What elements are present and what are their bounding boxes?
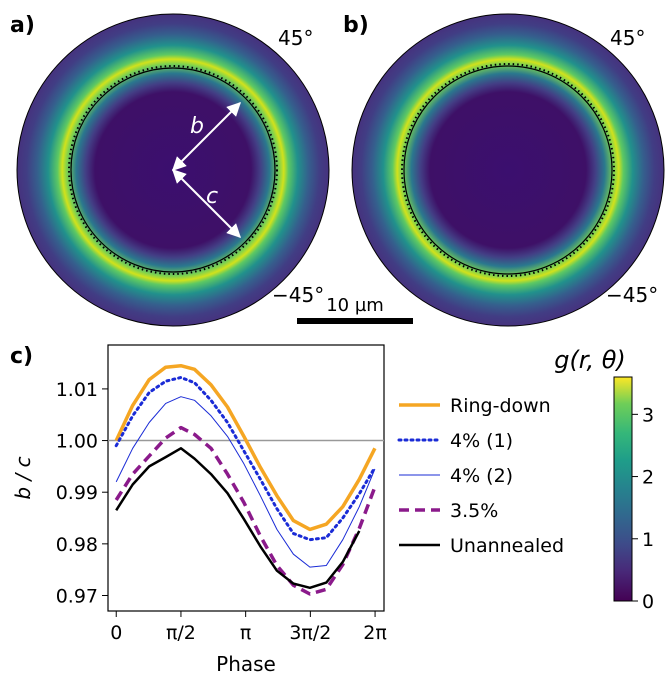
y-axis-label: b / c	[11, 456, 35, 499]
colorbar-tick-label: 1	[642, 529, 654, 551]
panel-a: a) b c 45° −45°	[10, 13, 330, 327]
x-tick-label: 3π/2	[289, 622, 331, 644]
y-tick-label: 0.99	[56, 482, 98, 504]
angle-label-bottom-a: −45°	[272, 283, 324, 307]
reference-circle-a	[70, 67, 276, 273]
plot-frame	[107, 344, 385, 612]
y-tick-label: 0.97	[56, 586, 98, 608]
series-line	[114, 376, 377, 542]
y-tick-label: 1.00	[56, 431, 98, 453]
y-tick-label: 1.01	[56, 379, 98, 401]
panel-b-label: b)	[343, 13, 369, 38]
colorbar-label: g(r, θ)	[554, 346, 626, 374]
legend: Ring-down 4% (1) 4% (2) 3.5% Unannealed	[397, 395, 564, 557]
fit-ellipse-b	[401, 63, 615, 277]
series-line	[115, 447, 361, 590]
colorbar-tick-label: 3	[642, 404, 654, 426]
polar-heatmap-b	[351, 13, 665, 327]
angle-label-top-a: 45°	[278, 26, 313, 50]
y-axis-ticks: 0.97 0.98 0.99 1.00 1.01	[56, 379, 108, 608]
x-axis-ticks: 0 π/2 π 3π/2 2π	[110, 611, 387, 644]
colorbar-tick-label: 0	[642, 591, 654, 613]
series-layer	[114, 363, 377, 596]
scale-bar-label: 10 µm	[326, 295, 384, 316]
angle-label-bottom-b: −45°	[606, 283, 658, 307]
colorbar: g(r, θ) 0 1 2 3	[554, 346, 654, 613]
scale-bar: 10 µm	[297, 295, 413, 324]
arrow-b-label: b	[190, 114, 204, 139]
x-tick-label: π/2	[166, 622, 196, 644]
reference-circle-b	[403, 65, 613, 275]
arrow-c	[172, 169, 241, 238]
colorbar-tick-label: 2	[642, 467, 654, 489]
panel-c-label: c)	[10, 344, 33, 369]
x-tick-label: 2π	[363, 622, 387, 644]
legend-label: 4% (1)	[450, 430, 513, 452]
panel-b: b) 45° −45°	[343, 13, 665, 327]
legend-label: Ring-down	[450, 395, 551, 417]
series-line	[114, 425, 377, 596]
angle-label-top-b: 45°	[610, 26, 645, 50]
panel-a-label: a)	[10, 13, 35, 38]
arrow-b	[172, 102, 241, 171]
scale-bar-line	[297, 318, 413, 324]
fit-ellipse-a	[68, 65, 278, 275]
colorbar-ticks: 0 1 2 3	[632, 404, 654, 613]
legend-label: 4% (2)	[450, 465, 513, 487]
panel-c: c) 0.97 0.98 0.99 1.00 1.01 0 π/2 π 3π/2 2π Phas…	[10, 344, 564, 676]
x-axis-label: Phase	[216, 652, 276, 676]
y-tick-label: 0.98	[56, 534, 98, 556]
colorbar-gradient	[613, 376, 633, 602]
series-line	[115, 396, 376, 568]
legend-label: 3.5%	[450, 500, 498, 522]
legend-label: Unannealed	[450, 535, 564, 557]
series-line	[114, 363, 377, 532]
x-tick-label: 0	[110, 622, 122, 644]
x-tick-label: π	[240, 622, 251, 644]
arrow-c-label: c	[206, 184, 218, 209]
